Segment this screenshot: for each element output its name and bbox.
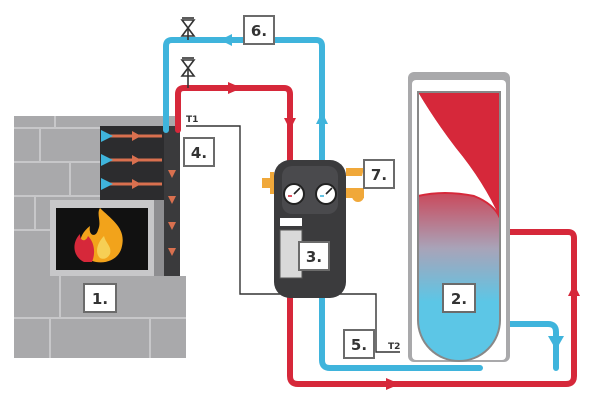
arrow-icon: [568, 284, 580, 296]
arrow-icon: [228, 82, 242, 94]
label-heat-exchanger: 4.: [183, 137, 215, 167]
pipes: [163, 37, 577, 387]
flow-arrows: [220, 34, 580, 390]
svg-text:2.: 2.: [451, 290, 467, 308]
fireplace: [14, 116, 186, 358]
front-panel: [280, 230, 302, 278]
hot-pipe-return: [287, 229, 577, 387]
cold-pipe: [163, 37, 483, 371]
svg-text:6.: 6.: [251, 22, 267, 40]
display-panel: [280, 218, 302, 226]
label-fireplace: 1.: [83, 283, 117, 313]
label-pump-unit: 3.: [298, 241, 330, 271]
arrow-icon: [548, 336, 564, 350]
svg-text:7.: 7.: [371, 166, 387, 184]
arrow-icon: [101, 178, 113, 190]
arrow-icon: [220, 34, 232, 46]
svg-text:1.: 1.: [92, 290, 108, 308]
gauge-icon: [283, 183, 305, 205]
gate-valve-icon: [180, 17, 196, 88]
arrow-icon: [284, 118, 296, 130]
valve-handle: [352, 190, 364, 202]
label-valve: 7.: [363, 159, 395, 189]
sensor-t1: T1: [186, 115, 198, 125]
storage-tank: [408, 72, 510, 362]
arrow-icon: [316, 112, 328, 124]
sensor-t2: T2: [388, 342, 400, 352]
arrow-icon: [101, 154, 113, 166]
svg-text:3.: 3.: [306, 248, 322, 266]
label-expansion: 6.: [243, 15, 275, 45]
flame-icon: [74, 208, 123, 263]
stone-joints: [14, 116, 100, 231]
exchanger-arrows: [101, 130, 162, 190]
label-sensor-return: 5.: [343, 329, 375, 359]
arrow-icon: [101, 130, 113, 142]
svg-text:4.: 4.: [191, 144, 207, 162]
label-tank: 2.: [442, 283, 476, 313]
svg-text:5.: 5.: [351, 336, 367, 354]
gauge-icon: [315, 183, 337, 205]
cold-pipe-tank: [497, 321, 559, 371]
pump-unit: [262, 160, 364, 298]
arrow-icon: [386, 378, 400, 390]
